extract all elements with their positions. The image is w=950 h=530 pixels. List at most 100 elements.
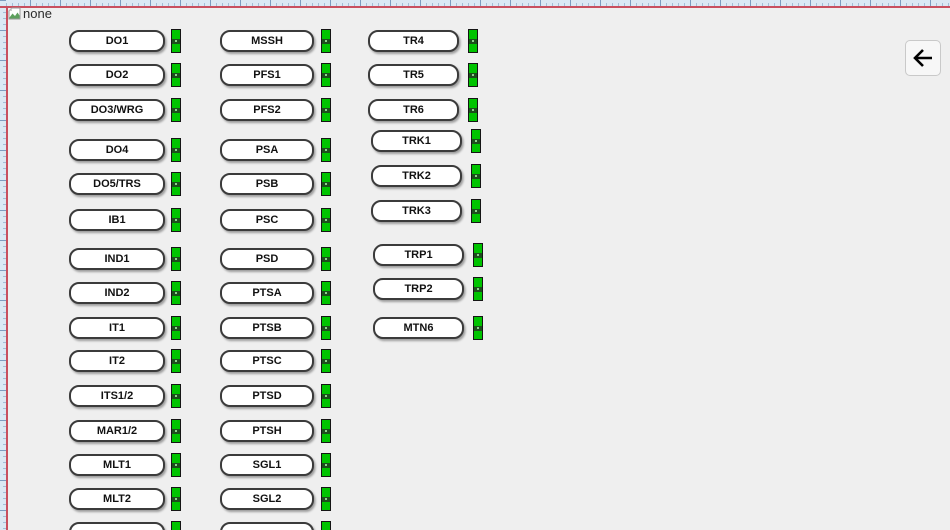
status-slider[interactable] <box>321 247 331 271</box>
status-slider[interactable] <box>171 349 181 373</box>
slider-handle <box>322 147 330 153</box>
slider-handle-dot <box>175 292 177 294</box>
slider-handle <box>172 428 180 434</box>
device-button[interactable]: MTN6 <box>373 317 464 339</box>
slider-handle-dot <box>475 175 477 177</box>
status-slider[interactable] <box>171 419 181 443</box>
device-button[interactable]: IT1 <box>69 317 165 339</box>
status-slider[interactable] <box>468 63 478 87</box>
slider-handle <box>172 147 180 153</box>
device-button[interactable]: SGL2 <box>220 488 314 510</box>
device-button[interactable]: PTSC <box>220 350 314 372</box>
slider-handle <box>172 462 180 468</box>
slider-handle-dot <box>325 183 327 185</box>
status-slider[interactable] <box>321 29 331 53</box>
status-slider[interactable] <box>171 98 181 122</box>
device-button[interactable]: PSC <box>220 209 314 231</box>
device-button[interactable]: IB1 <box>69 209 165 231</box>
status-slider[interactable] <box>471 164 481 188</box>
status-slider[interactable] <box>171 453 181 477</box>
status-slider[interactable] <box>171 208 181 232</box>
status-slider[interactable] <box>171 138 181 162</box>
status-slider[interactable] <box>321 208 331 232</box>
status-slider[interactable] <box>171 247 181 271</box>
device-button[interactable]: TRK2 <box>371 165 462 187</box>
slider-handle <box>322 462 330 468</box>
status-slider[interactable] <box>321 521 331 530</box>
status-slider[interactable] <box>321 349 331 373</box>
device-button[interactable]: DO5/TRS <box>69 173 165 195</box>
slider-handle-dot <box>175 498 177 500</box>
status-slider[interactable] <box>473 277 483 301</box>
device-button[interactable]: ITS1/2 <box>69 385 165 407</box>
device-button[interactable]: PSD <box>220 248 314 270</box>
device-button[interactable]: TRP1 <box>373 244 464 266</box>
status-slider[interactable] <box>468 98 478 122</box>
status-slider[interactable] <box>473 316 483 340</box>
device-button[interactable]: TRP2 <box>373 278 464 300</box>
status-slider[interactable] <box>321 453 331 477</box>
status-slider[interactable] <box>171 281 181 305</box>
status-slider[interactable] <box>171 521 181 530</box>
status-slider[interactable] <box>321 419 331 443</box>
device-button[interactable]: DO4 <box>69 139 165 161</box>
status-slider[interactable] <box>171 172 181 196</box>
status-slider[interactable] <box>321 138 331 162</box>
status-slider[interactable] <box>171 63 181 87</box>
device-button[interactable]: IND1 <box>69 248 165 270</box>
status-slider[interactable] <box>321 487 331 511</box>
device-button[interactable]: TRK3 <box>371 200 462 222</box>
device-button[interactable]: TR5 <box>368 64 459 86</box>
status-slider[interactable] <box>171 316 181 340</box>
slider-handle <box>172 181 180 187</box>
status-slider[interactable] <box>171 29 181 53</box>
device-button[interactable]: MLT2 <box>69 488 165 510</box>
status-slider[interactable] <box>321 172 331 196</box>
device-button[interactable] <box>69 522 165 530</box>
slider-handle-dot <box>175 40 177 42</box>
device-button[interactable]: PTSH <box>220 420 314 442</box>
device-button[interactable]: IND2 <box>69 282 165 304</box>
back-button[interactable] <box>905 40 941 76</box>
status-slider[interactable] <box>171 487 181 511</box>
device-button[interactable]: IT2 <box>69 350 165 372</box>
status-slider[interactable] <box>321 98 331 122</box>
device-button[interactable] <box>220 522 314 530</box>
device-button[interactable]: PTSA <box>220 282 314 304</box>
status-slider[interactable] <box>321 316 331 340</box>
device-button[interactable]: TR6 <box>368 99 459 121</box>
status-slider[interactable] <box>468 29 478 53</box>
device-button[interactable]: PSB <box>220 173 314 195</box>
slider-handle <box>322 107 330 113</box>
device-button[interactable]: PFS2 <box>220 99 314 121</box>
device-button[interactable]: PFS1 <box>220 64 314 86</box>
device-button[interactable]: PTSB <box>220 317 314 339</box>
status-slider[interactable] <box>321 63 331 87</box>
slider-handle-dot <box>325 327 327 329</box>
slider-handle <box>322 358 330 364</box>
slider-handle <box>472 173 480 179</box>
status-slider[interactable] <box>471 199 481 223</box>
device-button[interactable]: MSSH <box>220 30 314 52</box>
selection-border-left <box>6 6 8 530</box>
device-button[interactable]: DO1 <box>69 30 165 52</box>
device-button[interactable]: PTSD <box>220 385 314 407</box>
device-button[interactable]: SGL1 <box>220 454 314 476</box>
slider-handle-dot <box>477 254 479 256</box>
slider-handle <box>322 393 330 399</box>
status-slider[interactable] <box>321 384 331 408</box>
device-button[interactable]: TR4 <box>368 30 459 52</box>
status-slider[interactable] <box>473 243 483 267</box>
device-button[interactable]: PSA <box>220 139 314 161</box>
device-button[interactable]: DO2 <box>69 64 165 86</box>
status-slider[interactable] <box>171 384 181 408</box>
slider-handle <box>322 496 330 502</box>
status-slider[interactable] <box>321 281 331 305</box>
device-button[interactable]: TRK1 <box>371 130 462 152</box>
device-button[interactable]: DO3/WRG <box>69 99 165 121</box>
status-slider[interactable] <box>471 129 481 153</box>
slider-handle-dot <box>175 109 177 111</box>
device-button[interactable]: MAR1/2 <box>69 420 165 442</box>
device-button[interactable]: MLT1 <box>69 454 165 476</box>
slider-handle <box>322 72 330 78</box>
